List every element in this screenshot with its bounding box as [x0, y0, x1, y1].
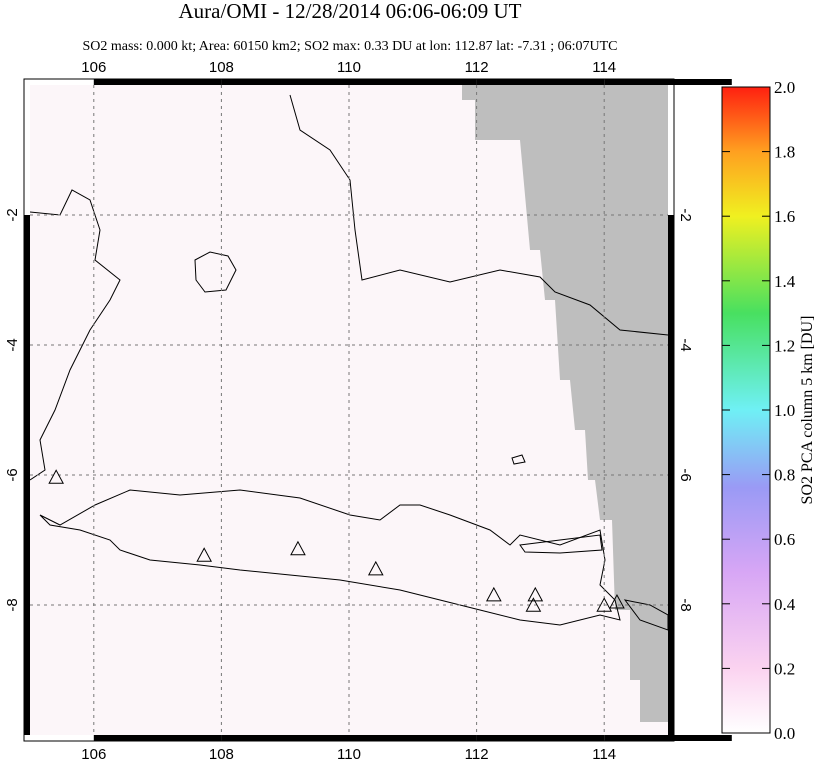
sumatra-coast — [30, 189, 121, 481]
frame-band — [24, 605, 30, 735]
colorbar-tick-label: 2.0 — [774, 78, 795, 97]
x-tick-label: 114 — [592, 59, 616, 76]
frame-band — [221, 735, 349, 741]
colorbar-ticks: 0.0 0.2 0.4 0.6 0.8 1.0 1.2 1.4 1.6 1.8 2.0 — [722, 78, 796, 743]
y-tick-label: -8 — [677, 598, 694, 611]
colorbar-tick-label: 0.2 — [774, 659, 795, 678]
volcanoes — [48, 469, 625, 612]
x-tick-label: 114 — [592, 746, 616, 759]
volcano-marker — [525, 597, 542, 612]
frame-band — [604, 79, 732, 85]
axes: 106 106 108 108 110 110 112 112 114 114 -2 -2 -4 -4 -6… — [4, 59, 732, 759]
coastlines — [30, 94, 668, 631]
grid — [30, 85, 668, 735]
frame-band — [668, 605, 674, 735]
colorbar-tick-label: 1.2 — [774, 336, 795, 355]
colorbar-tick-label: 1.4 — [774, 272, 796, 291]
y-tick-label: -4 — [677, 338, 694, 351]
java-coast — [39, 489, 621, 626]
y-tick-label: -6 — [677, 468, 694, 481]
frame-band — [668, 475, 674, 605]
island-coast — [511, 454, 526, 465]
x-tick-label: 106 — [81, 746, 106, 759]
colorbar-tick-label: 0.0 — [774, 724, 795, 743]
volcano-marker — [485, 586, 502, 602]
colorbar-tick-label: 0.4 — [774, 595, 796, 614]
frame-band — [221, 79, 349, 85]
subtitle: SO2 mass: 0.000 kt; Area: 60150 km2; SO2… — [83, 39, 618, 54]
madura-coast — [519, 534, 603, 554]
frame-band — [93, 79, 222, 85]
y-tick-label: -6 — [4, 468, 21, 481]
bali-coast — [623, 599, 668, 631]
colorbar-tick-label: 0.8 — [774, 466, 795, 485]
y-tick-label: -2 — [4, 208, 21, 221]
x-tick-label: 108 — [209, 746, 234, 759]
frame-band — [93, 735, 222, 741]
frame-band — [349, 735, 477, 741]
volcano-marker — [196, 547, 213, 562]
frame-band — [476, 79, 605, 85]
frame-band — [604, 735, 732, 741]
bangka-coast — [194, 251, 237, 293]
x-tick-label: 112 — [465, 746, 489, 759]
colorbar-tick-label: 1.0 — [774, 401, 795, 420]
colorbar-tick-label: 0.6 — [774, 530, 795, 549]
frame-band — [476, 735, 605, 741]
colorbar-tick-label: 1.6 — [774, 207, 795, 226]
x-tick-label: 110 — [337, 746, 361, 759]
x-tick-label: 110 — [337, 59, 361, 76]
colorbar-tick-label: 1.8 — [774, 143, 795, 162]
frame-band — [24, 475, 30, 605]
frame-band — [24, 215, 30, 345]
frame-band — [668, 215, 674, 345]
frame-band — [349, 79, 477, 85]
title: Aura/OMI - 12/28/2014 06:06-06:09 UT — [179, 0, 522, 23]
volcano-marker — [596, 597, 613, 612]
x-tick-label: 108 — [209, 59, 234, 76]
borneo-coast — [289, 94, 668, 336]
y-tick-label: -4 — [4, 338, 21, 351]
x-tick-label: 106 — [81, 59, 106, 76]
y-tick-label: -8 — [4, 598, 21, 611]
volcano-marker — [290, 540, 306, 556]
volcano-marker — [48, 469, 64, 484]
frame-band — [668, 345, 674, 475]
y-tick-label: -2 — [677, 208, 694, 221]
volcano-marker — [367, 560, 384, 576]
colorbar-label: SO2 PCA column 5 km [DU] — [799, 316, 816, 505]
x-tick-label: 112 — [465, 59, 489, 76]
no-data-region — [462, 85, 668, 722]
volcano-marker — [609, 593, 625, 609]
frame-band — [24, 345, 30, 475]
map-area — [30, 85, 668, 735]
